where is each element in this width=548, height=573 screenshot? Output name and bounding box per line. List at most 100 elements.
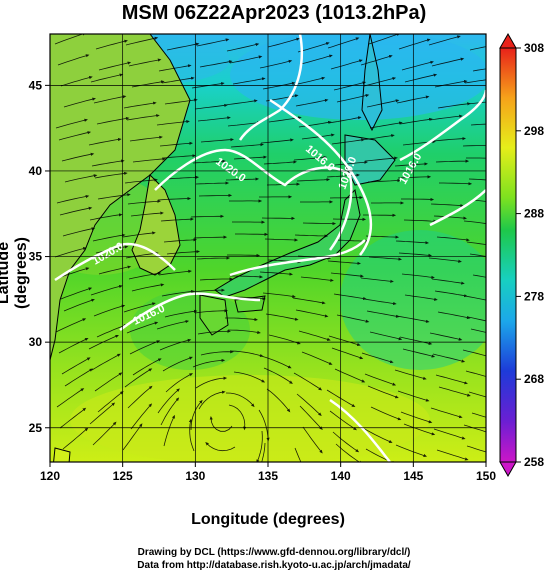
streamline <box>470 123 486 126</box>
streamline <box>158 64 192 72</box>
streamline <box>263 367 293 384</box>
streamline <box>431 57 465 67</box>
streamline <box>296 178 331 182</box>
streamline <box>127 199 161 205</box>
y-tick-label: 35 <box>29 250 43 264</box>
streamline <box>468 178 486 181</box>
streamline <box>302 221 337 226</box>
streamline <box>328 116 362 124</box>
streamline <box>467 316 486 322</box>
isobar-1020-west <box>54 242 176 282</box>
streamline <box>196 256 231 260</box>
streamline <box>227 253 261 258</box>
streamline <box>299 405 323 430</box>
streamline <box>209 416 233 432</box>
streamline <box>226 42 260 52</box>
streamline <box>232 296 266 301</box>
streamline <box>158 269 192 276</box>
streamline <box>329 410 357 431</box>
streamline <box>128 271 162 280</box>
streamline <box>327 37 360 49</box>
streamline <box>93 95 127 104</box>
streamline <box>192 159 227 164</box>
streamline <box>430 407 463 419</box>
colorbar-scale <box>499 47 517 463</box>
streamline <box>126 321 159 334</box>
streamline <box>227 121 261 127</box>
streamline <box>259 271 293 276</box>
colorbar-min-arrow <box>499 461 517 478</box>
streamline <box>198 193 233 198</box>
streamline <box>402 348 436 358</box>
streamline <box>200 138 234 143</box>
y-tick-label: 25 <box>29 421 43 435</box>
streamline <box>260 138 294 144</box>
streamline <box>296 393 322 416</box>
streamline <box>263 160 297 165</box>
streamline <box>199 277 234 281</box>
streamline <box>362 427 393 443</box>
streamline <box>265 313 299 321</box>
streamline <box>266 388 291 413</box>
streamline <box>433 428 466 440</box>
streamline <box>300 276 334 282</box>
streamline <box>130 211 164 217</box>
taiwan <box>53 447 71 462</box>
streamline <box>404 73 438 83</box>
streamline <box>165 373 194 393</box>
kyushu <box>199 294 229 336</box>
streamline <box>94 372 123 392</box>
streamline <box>298 120 332 128</box>
streamline <box>366 99 400 108</box>
streamline <box>468 391 486 398</box>
streamline <box>363 77 397 87</box>
streamline <box>462 145 486 147</box>
streamline <box>197 116 231 122</box>
streamline <box>93 304 126 317</box>
streamline <box>329 195 364 200</box>
streamline <box>365 235 400 239</box>
sakhalin <box>361 34 383 132</box>
streamline <box>131 80 165 88</box>
streamline <box>399 117 433 125</box>
streamline <box>462 349 486 357</box>
streamline <box>98 265 132 275</box>
isobar-far-north <box>238 34 304 141</box>
streamline <box>363 298 397 306</box>
streamline <box>200 350 234 356</box>
streamline <box>59 206 93 216</box>
colorbar-tick-label: 258 <box>524 455 544 469</box>
streamline <box>463 220 486 224</box>
streamline <box>91 353 121 371</box>
x-axis: 120 125 130 135 140 145 150 <box>40 462 496 483</box>
streamline <box>438 386 471 397</box>
streamline <box>294 447 302 462</box>
streamline-group <box>54 34 486 462</box>
streamline <box>396 95 430 104</box>
streamline <box>333 293 367 301</box>
streamline <box>125 36 159 46</box>
streamline <box>197 329 231 335</box>
streamline <box>370 406 402 421</box>
streamline <box>125 251 159 259</box>
streamline <box>127 385 153 409</box>
y-tick-label: 40 <box>29 164 43 178</box>
colorbar-tick-label: 278 <box>524 289 544 303</box>
colorbar-max-arrow <box>499 32 517 49</box>
streamline <box>336 314 370 323</box>
streamline <box>123 302 156 313</box>
streamline <box>471 199 486 202</box>
streamline <box>395 444 428 457</box>
streamline <box>472 68 486 72</box>
x-tick-label: 135 <box>258 469 278 483</box>
streamline <box>162 154 196 159</box>
streamline <box>190 214 225 218</box>
streamline <box>366 310 400 318</box>
streamline <box>205 442 236 452</box>
streamline <box>160 397 180 426</box>
x-tick-label: 150 <box>476 469 496 483</box>
streamline <box>436 236 470 242</box>
streamline <box>126 114 160 121</box>
x-tick-label: 120 <box>40 469 60 483</box>
